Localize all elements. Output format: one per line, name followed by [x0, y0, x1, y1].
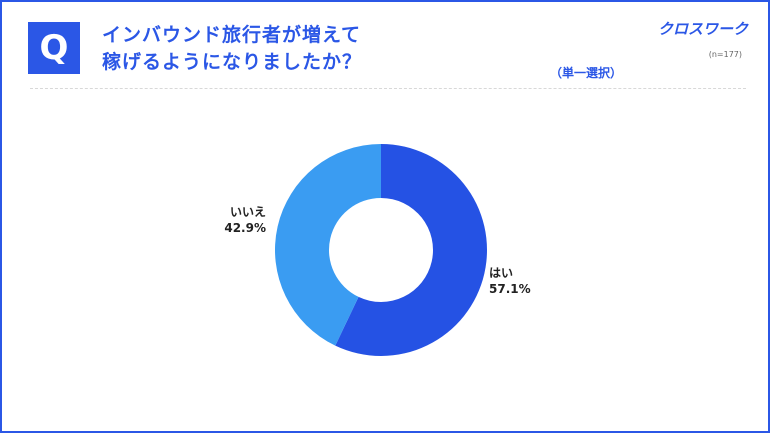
question-badge: Q	[28, 22, 80, 74]
donut-slice-yes	[335, 144, 487, 356]
slice-value-no: 42.9%	[224, 221, 266, 235]
answer-type-label: （単一選択）	[550, 66, 623, 80]
question-title-line1: インバウンド旅行者が増えて	[102, 24, 362, 46]
slice-label-yes: はい	[489, 266, 513, 280]
header-divider	[30, 88, 746, 89]
slice-label-no: いいえ	[230, 205, 266, 219]
question-title: インバウンド旅行者が増えて 稼げるようになりましたか？	[102, 22, 362, 76]
brand-logo: クロスワーク	[657, 20, 748, 38]
question-title-line2: 稼げるようになりましたか？	[102, 51, 363, 73]
donut-slice-no	[274, 144, 381, 346]
slice-value-yes: 57.1%	[489, 282, 531, 296]
sample-size: (n=177)	[708, 50, 742, 59]
